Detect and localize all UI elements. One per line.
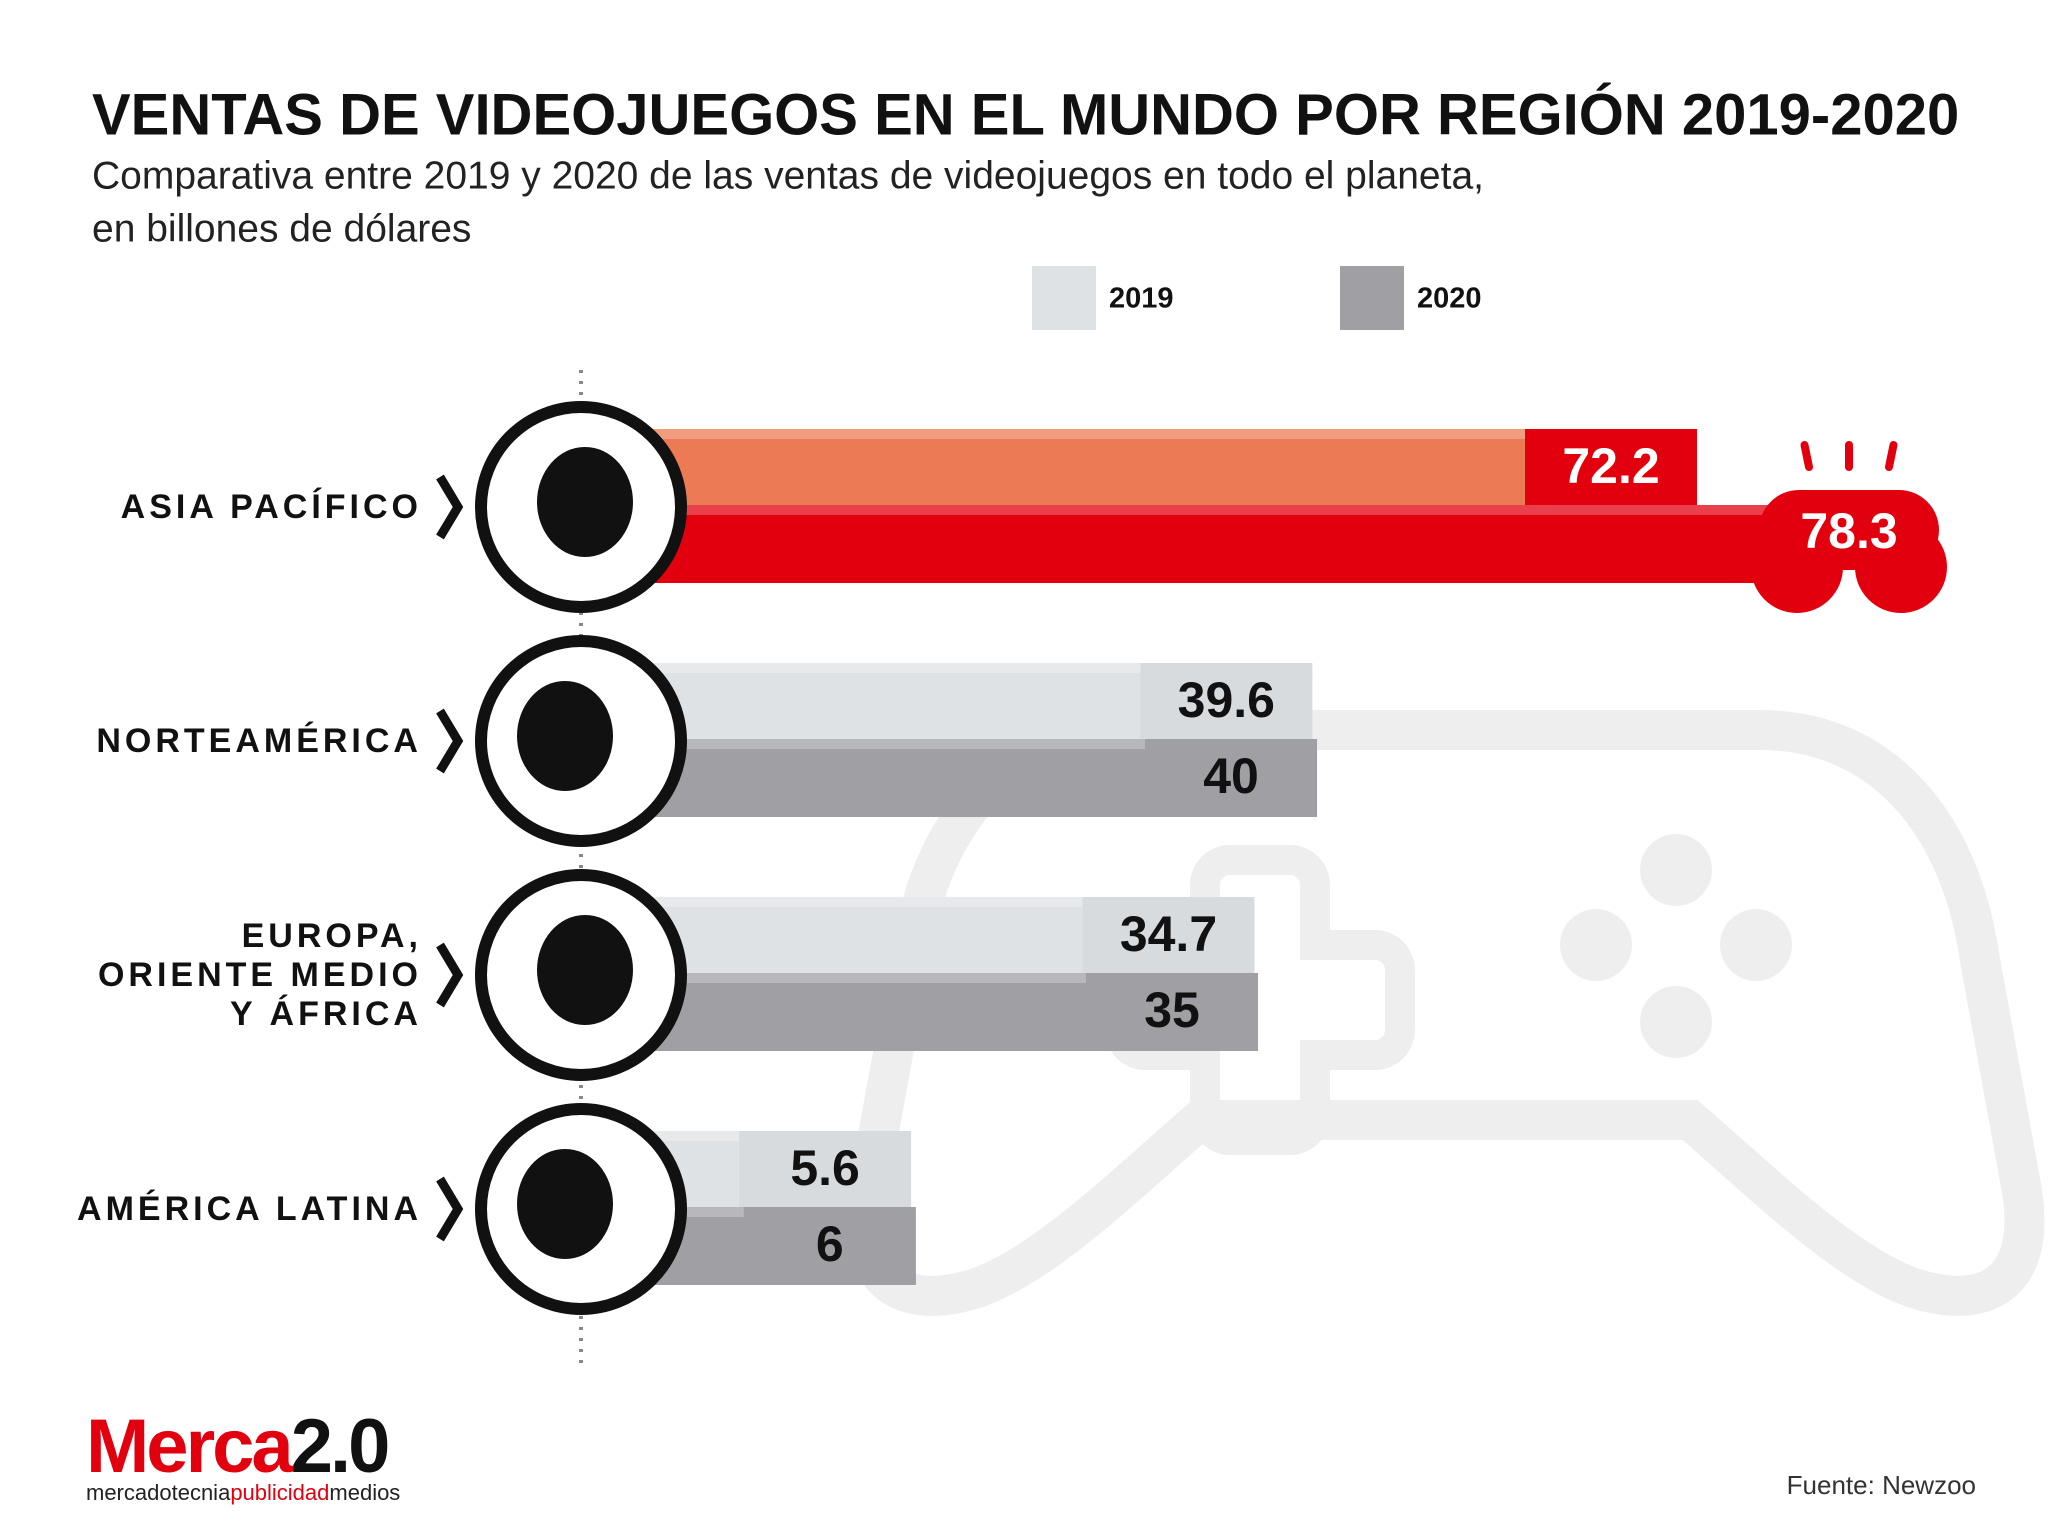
chevron: [436, 474, 464, 540]
tagline-part: mercadotecnia: [86, 1480, 231, 1505]
controller-grip: [1855, 521, 1947, 613]
bar-highlight: [620, 663, 1313, 673]
value-box: [1525, 429, 1698, 507]
subtitle: Comparativa entre 2019 y 2020 de las ven…: [92, 154, 1484, 197]
bar-highlight: [620, 973, 1259, 983]
logo-part: Merca: [86, 1404, 294, 1489]
category-label: ORIENTE MEDIO: [98, 956, 422, 994]
value-box: [1086, 973, 1259, 1051]
bar: [620, 429, 1698, 507]
category-label: Y ÁFRICA: [230, 995, 422, 1033]
value-label: 5.6: [790, 1140, 860, 1196]
bar-highlight: [620, 897, 1255, 907]
chevron: [436, 1176, 464, 1242]
category-label: AMÉRICA LATINA: [77, 1190, 422, 1228]
category-label: ASIA PACÍFICO: [121, 488, 422, 526]
region-landmass: [537, 915, 633, 1025]
value-label: 39.6: [1178, 672, 1275, 728]
legend-swatch: [1340, 266, 1404, 330]
chart-title: VENTAS DE VIDEOJUEGOS EN EL MUNDO POR RE…: [92, 82, 1959, 147]
source: Fuente: Newzoo: [1787, 1470, 1976, 1500]
bar-highlight: [620, 505, 1769, 515]
value-label: 40: [1203, 748, 1259, 804]
tagline: mercadotecniapublicidadmedios: [86, 1480, 400, 1505]
value-label: 78.3: [1800, 503, 1897, 559]
region-landmass: [517, 681, 613, 791]
logo-part: 2.0: [291, 1404, 388, 1489]
value-box: [739, 1131, 912, 1209]
value-box: [1140, 663, 1313, 741]
legend-label: 2019: [1109, 283, 1174, 315]
controller-ray: [1800, 441, 1813, 471]
controller-ray: [1885, 441, 1898, 471]
value-label: 34.7: [1120, 906, 1217, 962]
category-label: NORTEAMÉRICA: [96, 722, 422, 760]
legend-label: 2020: [1417, 283, 1482, 315]
controller-grip: [1751, 521, 1843, 613]
category-label: EUROPA,: [242, 917, 422, 955]
value-box: [743, 1207, 916, 1285]
controller-icon: [1751, 490, 1947, 613]
region-landmass: [517, 1149, 613, 1259]
chevron: [436, 708, 464, 774]
value-box: [1082, 897, 1255, 975]
tagline-part: medios: [329, 1480, 400, 1505]
bar-highlight: [620, 739, 1318, 749]
tagline-part: publicidad: [230, 1480, 329, 1505]
bar-highlight: [620, 429, 1698, 439]
value-box: [1145, 739, 1318, 817]
value-label: 35: [1144, 982, 1200, 1038]
region-landmass: [537, 447, 633, 557]
value-label: 72.2: [1562, 438, 1659, 494]
value-label: 6: [816, 1216, 844, 1272]
legend-swatch: [1032, 266, 1096, 330]
subtitle: en billones de dólares: [92, 207, 471, 250]
chevron: [436, 942, 464, 1008]
logo: Merca2.0: [86, 1404, 388, 1489]
bar: [620, 505, 1769, 583]
